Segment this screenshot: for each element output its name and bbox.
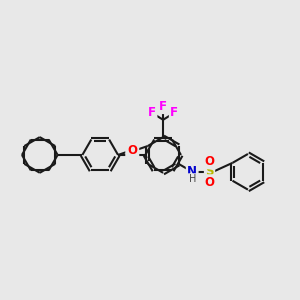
Text: F: F	[148, 106, 156, 119]
Text: S: S	[205, 165, 214, 178]
Text: O: O	[128, 144, 138, 157]
Text: F: F	[159, 100, 167, 113]
Text: O: O	[205, 176, 214, 189]
Text: O: O	[205, 155, 214, 168]
Text: F: F	[170, 106, 178, 119]
Text: O: O	[127, 148, 137, 161]
Text: N: N	[187, 165, 197, 178]
Text: H: H	[188, 174, 196, 184]
